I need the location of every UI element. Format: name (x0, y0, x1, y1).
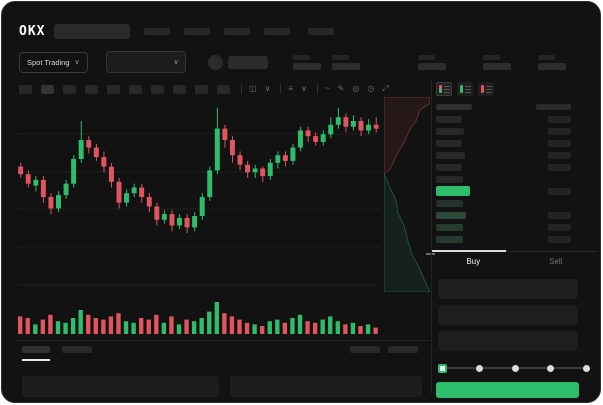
ticker-stat (537, 54, 566, 70)
orders-tab-active[interactable] (22, 346, 50, 353)
timeframe-button[interactable] (195, 84, 208, 94)
total-input[interactable] (438, 331, 578, 351)
ticker-stat (292, 54, 321, 70)
ask-row[interactable] (432, 149, 597, 161)
nav-item[interactable] (308, 27, 335, 35)
nav-item[interactable] (184, 27, 211, 35)
ticker-stat (331, 54, 360, 70)
depth-chart (384, 97, 430, 292)
order-side-tabs: Buy Sell (432, 250, 597, 270)
timeframe-button[interactable] (107, 84, 120, 94)
line-tool-icon[interactable]: ~ (324, 84, 330, 93)
last-price-marker (426, 253, 435, 255)
orders-tab[interactable] (62, 346, 92, 353)
bid-row[interactable] (432, 233, 597, 245)
pair-name-placeholder (227, 55, 268, 69)
chart-toolbar: ◫ ∨ ≡ ∨ ~ ✎ ◎ ◷ ⤢ (19, 83, 397, 95)
okx-logo: OKX (19, 23, 46, 39)
bid-row[interactable] (432, 209, 597, 221)
slider-handle[interactable] (438, 363, 447, 373)
camera-icon[interactable]: ◎ (352, 84, 360, 93)
timeframe-button[interactable] (19, 84, 32, 94)
amount-input[interactable] (438, 305, 578, 325)
ask-row[interactable] (432, 173, 597, 185)
active-tab-indicator (432, 250, 506, 252)
orderbook-view-switcher (436, 82, 494, 96)
orderbook-view-bids-icon[interactable] (457, 82, 473, 96)
orderbook-view-all-icon[interactable] (436, 82, 452, 96)
draw-icon[interactable]: ✎ (337, 84, 345, 93)
orderbook-header (432, 101, 597, 113)
trade-panel: Buy Sell (432, 80, 597, 399)
section-divider (17, 340, 430, 341)
search-input[interactable] (54, 23, 131, 39)
indicators-icon[interactable]: ≡ (288, 84, 294, 93)
price-input[interactable] (438, 279, 578, 299)
chevron-down-icon[interactable]: ∨ (264, 84, 271, 93)
nav-item[interactable] (264, 27, 291, 35)
orders-table-placeholder (230, 376, 422, 397)
timeframe-button-active[interactable] (41, 84, 54, 94)
timeframe-button[interactable] (129, 84, 142, 94)
slider-step[interactable] (511, 364, 519, 372)
ticker-stat (482, 54, 511, 70)
market-subheader: Spot Trading ∨ ∨ (19, 50, 566, 74)
last-price-row (432, 185, 597, 197)
orderbook (432, 101, 597, 245)
active-tab-underline (22, 359, 50, 361)
toolbar-divider (280, 84, 282, 94)
orderbook-view-asks-icon[interactable] (478, 82, 494, 96)
timeframe-button[interactable] (151, 84, 164, 94)
history-icon[interactable]: ◷ (367, 84, 375, 93)
orders-filter[interactable] (388, 346, 418, 353)
timeframe-button[interactable] (217, 84, 230, 94)
candlestick-chart[interactable] (17, 102, 380, 292)
chevron-down-icon: ∨ (173, 59, 179, 66)
coin-logo (207, 54, 223, 70)
timeframe-button[interactable] (63, 84, 76, 94)
slider-step[interactable] (475, 364, 483, 372)
ask-row[interactable] (432, 161, 597, 173)
ask-row[interactable] (432, 125, 597, 137)
top-navigation: OKX (19, 22, 335, 40)
toolbar-divider (241, 84, 242, 94)
amount-slider[interactable] (438, 361, 590, 375)
fullscreen-icon[interactable]: ⤢ (382, 84, 389, 93)
pair-selector-dropdown[interactable]: ∨ (105, 51, 186, 73)
slider-step[interactable] (583, 364, 590, 372)
chevron-down-icon[interactable]: ∨ (301, 84, 307, 93)
slider-step[interactable] (547, 364, 555, 372)
ask-row[interactable] (432, 113, 597, 125)
panel-divider (431, 80, 432, 394)
ticker-stat (417, 54, 446, 70)
nav-item[interactable] (224, 27, 251, 35)
volume-chart (18, 302, 378, 334)
timeframe-button[interactable] (173, 84, 186, 94)
bid-row[interactable] (432, 221, 597, 233)
toolbar-divider (316, 84, 318, 94)
market-type-label: Spot Trading (27, 57, 70, 67)
buy-submit-button[interactable] (436, 382, 579, 398)
tab-buy[interactable]: Buy (466, 256, 481, 266)
last-price-badge (436, 186, 470, 196)
timeframe-button[interactable] (85, 84, 98, 94)
bid-row[interactable] (432, 197, 597, 209)
orders-table-placeholder (22, 376, 219, 397)
ask-row[interactable] (432, 137, 597, 149)
candle-style-icon[interactable]: ◫ (249, 84, 257, 93)
market-type-dropdown[interactable]: Spot Trading ∨ (19, 51, 88, 73)
chevron-down-icon: ∨ (74, 59, 80, 66)
nav-item[interactable] (144, 27, 171, 35)
order-form (438, 279, 578, 357)
orders-filter[interactable] (350, 346, 380, 353)
tab-sell[interactable]: Sell (549, 256, 563, 266)
